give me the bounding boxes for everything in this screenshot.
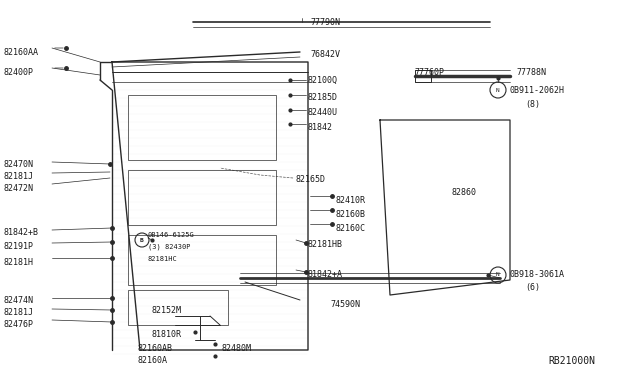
Text: 81842+B: 81842+B bbox=[4, 228, 39, 237]
Text: 82160AA: 82160AA bbox=[4, 48, 39, 57]
Text: 0B911-2062H: 0B911-2062H bbox=[510, 86, 565, 95]
Text: 82100Q: 82100Q bbox=[308, 76, 338, 85]
Text: 82191P: 82191P bbox=[4, 242, 34, 251]
Text: B: B bbox=[140, 237, 144, 243]
Text: 82160C: 82160C bbox=[335, 224, 365, 233]
Text: RB21000N: RB21000N bbox=[548, 356, 595, 366]
Text: 77760P: 77760P bbox=[414, 68, 444, 77]
Text: (6): (6) bbox=[525, 283, 540, 292]
Text: 82472N: 82472N bbox=[4, 184, 34, 193]
Text: 82160A: 82160A bbox=[138, 356, 168, 365]
Bar bbox=[128, 170, 276, 225]
Text: N: N bbox=[496, 87, 500, 93]
Text: 82181HC: 82181HC bbox=[148, 256, 178, 262]
Text: 82181J: 82181J bbox=[4, 308, 34, 317]
Text: 82470N: 82470N bbox=[4, 160, 34, 169]
Text: 81810R: 81810R bbox=[152, 330, 182, 339]
Text: 82476P: 82476P bbox=[4, 320, 34, 329]
Text: 82185D: 82185D bbox=[308, 93, 338, 102]
Bar bbox=[128, 290, 228, 325]
Text: 81842+A: 81842+A bbox=[308, 270, 343, 279]
Text: (3) 82430P: (3) 82430P bbox=[148, 244, 191, 250]
Text: 82860: 82860 bbox=[452, 188, 477, 197]
Text: 82440U: 82440U bbox=[308, 108, 338, 117]
Text: 82181J: 82181J bbox=[4, 172, 34, 181]
Text: 82152M: 82152M bbox=[152, 306, 182, 315]
Text: 82181HB: 82181HB bbox=[308, 240, 343, 249]
Text: 82480M: 82480M bbox=[222, 344, 252, 353]
Text: 82474N: 82474N bbox=[4, 296, 34, 305]
Bar bbox=[128, 235, 276, 285]
Text: 81842: 81842 bbox=[308, 123, 333, 132]
Text: N: N bbox=[496, 273, 500, 278]
Bar bbox=[128, 95, 276, 160]
Text: 77790N: 77790N bbox=[310, 18, 340, 27]
Text: 82165D: 82165D bbox=[295, 175, 325, 184]
Text: (8): (8) bbox=[525, 100, 540, 109]
Text: 76842V: 76842V bbox=[310, 50, 340, 59]
Text: 0B918-3061A: 0B918-3061A bbox=[510, 270, 565, 279]
Text: 82181H: 82181H bbox=[4, 258, 34, 267]
Text: 74590N: 74590N bbox=[330, 300, 360, 309]
Bar bbox=[415, 70, 431, 82]
Text: 82160B: 82160B bbox=[335, 210, 365, 219]
Text: 77788N: 77788N bbox=[516, 68, 546, 77]
Text: 82160AB: 82160AB bbox=[138, 344, 173, 353]
Text: 0B146-6125G: 0B146-6125G bbox=[148, 232, 195, 238]
Text: 82410R: 82410R bbox=[335, 196, 365, 205]
Text: 82400P: 82400P bbox=[4, 68, 34, 77]
